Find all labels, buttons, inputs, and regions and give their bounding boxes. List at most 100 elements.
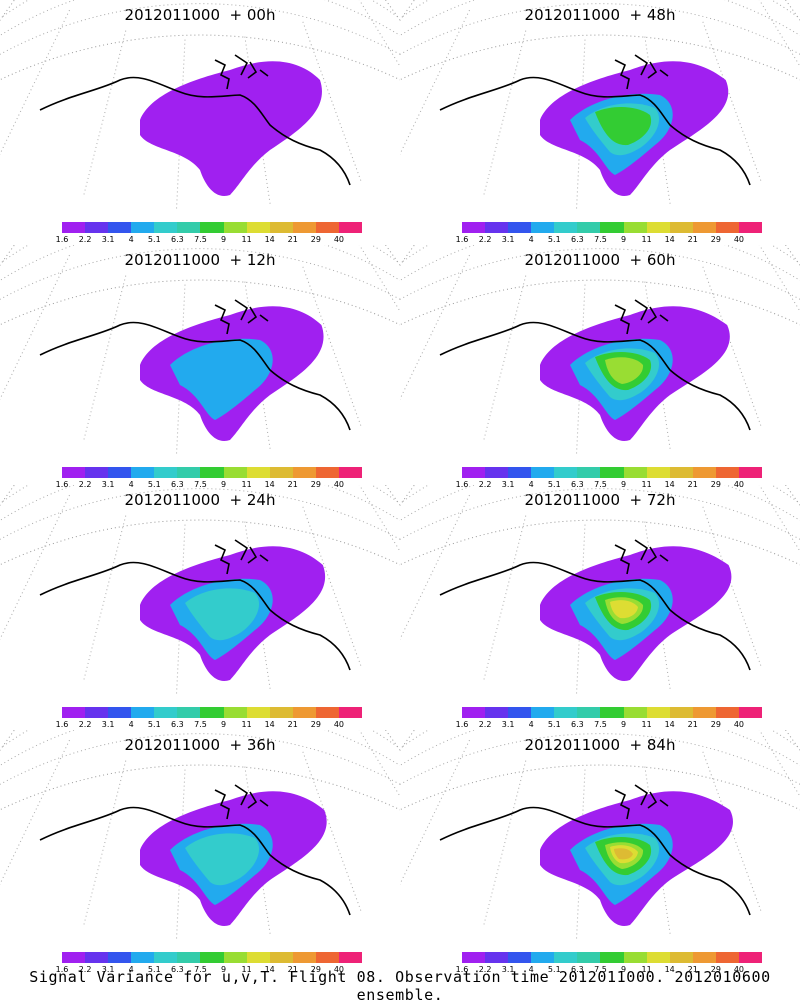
longitude-line (358, 485, 400, 553)
variance-map (400, 485, 800, 695)
colorbar-swatch (508, 222, 532, 233)
colorbar-swatch (200, 222, 224, 233)
coastline (439, 561, 751, 671)
variance-contour-level-2 (185, 588, 260, 641)
colorbar-tick-label: 40 (333, 720, 345, 729)
colorbar-tick-label: 6.3 (171, 235, 184, 244)
colorbar-swatch (485, 467, 509, 478)
colorbar (62, 222, 363, 233)
latitude-line (400, 0, 800, 37)
colorbar-tick-label: 3.1 (101, 235, 115, 244)
colorbar-swatch (223, 707, 247, 718)
colorbar-labels: 1.6 2.2 3.1 4 5.1 6.3 7.5 9 11 14 21 29 40 (456, 720, 762, 730)
colorbar-swatch (246, 707, 270, 718)
colorbar-swatch (292, 952, 316, 963)
colorbar-tick-label: 2.2 (78, 480, 92, 489)
latitude-line (400, 730, 800, 767)
colorbar-labels: 1.6 2.2 3.1 4 5.1 6.3 7.5 9 11 14 21 29 40 (56, 480, 362, 490)
colorbar (62, 707, 363, 718)
forecast-panel: 2012011000 + 72h 1.6 2.2 3.1 4 5.1 6.3 7.5 9 11 14… (400, 485, 800, 730)
colorbar-swatch (177, 467, 201, 478)
colorbar-swatch (554, 952, 578, 963)
colorbar-tick-label: 11 (641, 235, 652, 244)
colorbar-tick-label: 11 (641, 480, 652, 489)
colorbar-swatch (177, 707, 201, 718)
colorbar-swatch (669, 222, 693, 233)
colorbar-swatch (154, 707, 178, 718)
colorbar-tick-label: 7.5 (194, 720, 207, 729)
colorbar-tick-label: 3.1 (101, 480, 115, 489)
colorbar-tick-label: 7.5 (594, 235, 607, 244)
colorbar-swatch (200, 707, 224, 718)
coastline (439, 806, 751, 916)
forecast-panel: 2012011000 + 48h 1.6 2.2 3.1 4 5.1 6.3 7.5 9 11 14… (400, 0, 800, 245)
colorbar-swatch (131, 707, 155, 718)
colorbar-tick-label: 1.6 (455, 480, 469, 489)
longitude-line (483, 515, 527, 681)
latitude-line (0, 730, 400, 767)
longitude-line (400, 9, 470, 156)
latitude-line (0, 485, 400, 522)
colorbar-tick-label: 1.6 (55, 480, 69, 489)
colorbar-tick-label: 40 (333, 965, 345, 974)
forecast-panel: 2012011000 + 84h 1.6 2.2 3.1 4 5.1 6.3 7.5 9 11 14… (400, 730, 800, 975)
colorbar-swatch (577, 707, 601, 718)
colorbar-tick-label: 2.2 (478, 480, 492, 489)
colorbar-tick-label: 7.5 (194, 235, 207, 244)
colorbar-tick-label: 9 (220, 235, 227, 244)
colorbar-swatch (200, 952, 224, 963)
coastline (39, 321, 351, 431)
colorbar-swatch (223, 222, 247, 233)
colorbar-tick-label: 21 (287, 235, 298, 244)
colorbar-swatch (485, 952, 509, 963)
colorbar-swatch (715, 952, 739, 963)
colorbar-tick-label: 29 (310, 965, 321, 974)
colorbar-swatch (692, 952, 716, 963)
longitude-line (702, 506, 762, 667)
colorbar-swatch (623, 952, 647, 963)
colorbar-swatch (508, 707, 532, 718)
colorbar-swatch (600, 222, 624, 233)
colorbar-swatch (177, 952, 201, 963)
colorbar-swatch (669, 707, 693, 718)
forecast-panel: 2012011000 + 12h 1.6 2.2 3.1 4 5.1 6.3 7.5 9 11 14… (0, 245, 400, 490)
colorbar-tick-label: 11 (641, 720, 652, 729)
colorbar-swatch (338, 467, 363, 478)
colorbar-swatch (62, 952, 86, 963)
colorbar-tick-label: 7.5 (194, 965, 207, 974)
colorbar-tick-label: 1.6 (55, 965, 69, 974)
colorbar-swatch (738, 707, 763, 718)
arctic-islands (614, 299, 669, 335)
latitude-line (402, 0, 798, 18)
colorbar-swatch (462, 952, 486, 963)
colorbar-tick-label: 6.3 (571, 235, 584, 244)
colorbar-tick-label: 9 (620, 235, 627, 244)
colorbar-swatch (85, 707, 109, 718)
colorbar-swatch (269, 222, 293, 233)
colorbar-tick-label: 40 (333, 480, 345, 489)
longitude-line (83, 760, 127, 926)
panel-title: 2012011000 + 00h (124, 6, 276, 24)
colorbar-swatch (85, 952, 109, 963)
colorbar-tick-label: 2.2 (78, 235, 92, 244)
latitude-line (0, 3, 400, 55)
colorbar-tick-label: 6.3 (571, 480, 584, 489)
colorbar-tick-label: 11 (241, 965, 252, 974)
colorbar-tick-label: 2.2 (78, 965, 92, 974)
latitude-line (0, 248, 400, 300)
colorbar-swatch (223, 467, 247, 478)
colorbar-tick-label: 14 (664, 235, 675, 244)
colorbar-tick-label: 21 (287, 965, 298, 974)
colorbar-tick-label: 14 (264, 480, 275, 489)
colorbar (462, 952, 763, 963)
colorbar-tick-label: 4 (528, 965, 534, 974)
colorbar-swatch (577, 467, 601, 478)
colorbar-tick-label: 6.3 (171, 480, 184, 489)
colorbar-tick-label: 14 (264, 720, 275, 729)
arctic-islands (214, 539, 269, 575)
latitude-line (400, 3, 800, 55)
longitude-line (400, 254, 470, 401)
colorbar-swatch (669, 952, 693, 963)
latitude-line (402, 485, 798, 503)
colorbar-swatch (462, 707, 486, 718)
